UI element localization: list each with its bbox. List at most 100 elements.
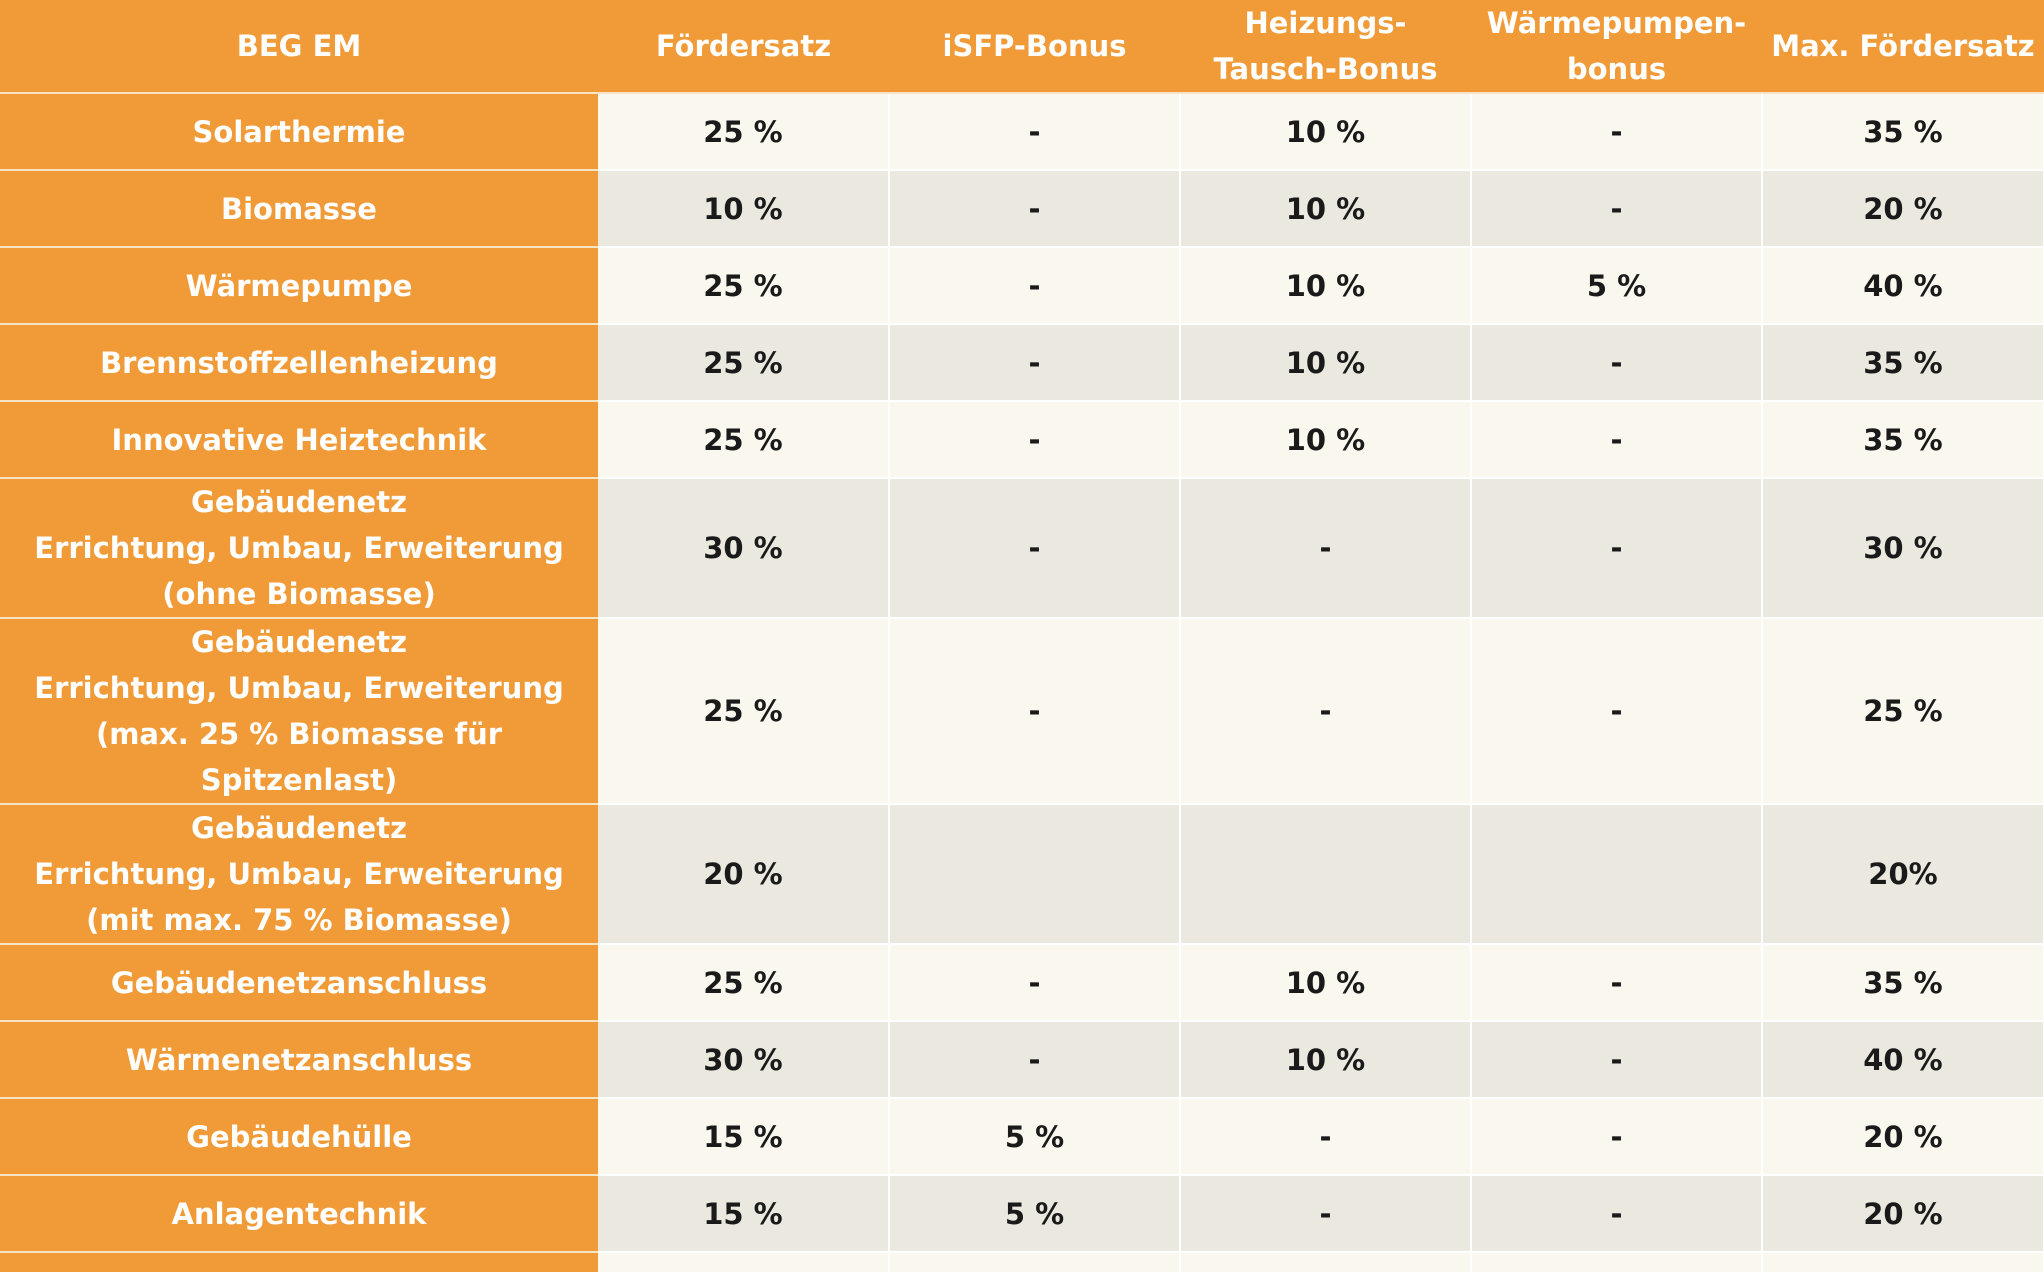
row-label: Innovative Heiztechnik [0, 401, 598, 479]
table-cell: 25 % [1762, 618, 2044, 805]
row-label: Gebäudenetz Errichtung, Umbau, Erweiterun… [0, 618, 598, 805]
table-cell: - [889, 1021, 1181, 1099]
table-cell: 40 % [1762, 247, 2044, 325]
header-row: BEG EM Fördersatz iSFP-Bonus Heizungs- Tausc… [0, 0, 2044, 94]
header-text: BEG EM [236, 29, 362, 63]
table-cell: 10 % [1180, 944, 1472, 1022]
header-text: Tausch-Bonus [1213, 52, 1438, 86]
table-cell: 20% [1762, 804, 2044, 945]
row-label-text: Gebäudenetz [191, 485, 407, 519]
table-row: Gebäudenetzanschluss 25 % -10 % -35 % [0, 944, 2044, 1022]
table-row: Anlagentechnik 15 % 5 % - -20 % [0, 1175, 2044, 1253]
table-row: Solarthermie 25 % -10 % -35 % [0, 93, 2044, 171]
row-label-text: Errichtung, Umbau, Erweiterung [34, 531, 564, 565]
table-cell: - [1180, 1098, 1472, 1176]
table-cell: 15 % [598, 1252, 890, 1272]
header-text: Fördersatz [655, 29, 832, 63]
table-cell: - [1471, 401, 1763, 479]
header-text: Heizungs- [1244, 6, 1407, 40]
table-cell: - [889, 618, 1181, 805]
table-cell: - [1471, 170, 1763, 248]
table-cell: - [889, 247, 1181, 325]
table-cell: - [889, 93, 1181, 171]
table-cell: 5 % [889, 1175, 1181, 1253]
table-cell: - [1180, 1175, 1472, 1253]
table-cell: 5 % [889, 1098, 1181, 1176]
row-label-text: Biomasse [221, 191, 377, 226]
table-row: Gebäudenetz Errichtung, Umbau, Erweiterun… [0, 618, 2044, 805]
row-label: Brennstoffzellenheizung [0, 324, 598, 402]
header-foerdersatz: Fördersatz [598, 0, 889, 94]
table-cell: 40 % [1762, 1021, 2044, 1099]
row-label-text: (mit max. 75 % Biomasse) [86, 903, 512, 937]
table-cell: - [1180, 1252, 1472, 1272]
table-cell: 5 % [1471, 247, 1763, 325]
table-cell [1471, 804, 1763, 945]
table-row: Wärmenetzanschluss 30 % -10 % -40 % [0, 1021, 2044, 1099]
table-cell: - [1471, 944, 1763, 1022]
table-row: Innovative Heiztechnik 25 % -10 % -35 % [0, 401, 2044, 479]
header-isfp-bonus: iSFP-Bonus [889, 0, 1180, 94]
table-cell: 30 % [598, 478, 890, 619]
header-text: Wärmepumpen- [1486, 6, 1747, 40]
table-row: Wärmepumpe 25 % -10 % 5 % 40 % [0, 247, 2044, 325]
table-cell: - [889, 401, 1181, 479]
row-label-text: Brennstoffzellenheizung [100, 345, 498, 380]
header-beg-em: BEG EM [0, 0, 598, 94]
table-cell: - [889, 478, 1181, 619]
header-text: bonus [1566, 52, 1667, 86]
table-cell: - [1180, 618, 1472, 805]
row-label-text: Solarthermie [192, 114, 406, 149]
table-cell: - [1471, 1175, 1763, 1253]
table-cell: 10 % [1180, 247, 1472, 325]
table-row: Gebäudehülle 15 % 5 % - -20 % [0, 1098, 2044, 1176]
table-cell: 35 % [1762, 401, 2044, 479]
table-cell: 25 % [598, 247, 890, 325]
table-cell: 10 % [1180, 170, 1472, 248]
header-text: iSFP-Bonus [942, 29, 1127, 63]
table-cell: - [1471, 1252, 1763, 1272]
row-label: Heizungsoptimierung [0, 1252, 598, 1272]
table-cell: 35 % [1762, 324, 2044, 402]
table-cell: 10 % [1180, 401, 1472, 479]
table-cell: - [889, 944, 1181, 1022]
table-header: BEG EM Fördersatz iSFP-Bonus Heizungs- Tausc… [0, 0, 2044, 94]
table-cell: 10 % [598, 170, 890, 248]
table-cell: - [1471, 324, 1763, 402]
row-label-text: Gebäudenetz [191, 625, 407, 659]
header-waermepumpenbonus: Wärmepumpen-bonus [1471, 0, 1762, 94]
table-cell: 20 % [1762, 1252, 2044, 1272]
table-cell: 10 % [1180, 324, 1472, 402]
row-label: Anlagentechnik [0, 1175, 598, 1253]
row-label: Wärmenetzanschluss [0, 1021, 598, 1099]
table-cell: 5 % [889, 1252, 1181, 1272]
table-cell: 35 % [1762, 93, 2044, 171]
row-label: Gebäudehülle [0, 1098, 598, 1176]
table-cell: - [1471, 618, 1763, 805]
table-cell: 35 % [1762, 944, 2044, 1022]
table-cell: - [1471, 93, 1763, 171]
table-cell: 30 % [1762, 478, 2044, 619]
table-cell: - [1471, 1021, 1763, 1099]
table-cell: 15 % [598, 1175, 890, 1253]
table-row: Gebäudenetz Errichtung, Umbau, Erweiterun… [0, 478, 2044, 619]
row-label-text: Gebäudehülle [186, 1119, 412, 1154]
table-cell: - [1180, 478, 1472, 619]
table-row: Heizungsoptimierung15 %5 %--20 % [0, 1252, 2044, 1272]
table-row: Brennstoffzellenheizung 25 % -10 % -35 % [0, 324, 2044, 402]
row-label-text: (ohne Biomasse) [162, 577, 436, 611]
row-label-text: Gebäudenetzanschluss [110, 965, 488, 1000]
table-row: Biomasse 10 % -10 % -20 % [0, 170, 2044, 248]
row-label: Gebäudenetz Errichtung, Umbau, Erweiterun… [0, 804, 598, 945]
table-cell: 20 % [1762, 170, 2044, 248]
table-row: Gebäudenetz Errichtung, Umbau, Erweiterun… [0, 804, 2044, 945]
table-cell: 10 % [1180, 93, 1472, 171]
table-cell: 25 % [598, 618, 890, 805]
table-cell: 20 % [1762, 1175, 2044, 1253]
row-label-text: Innovative Heiztechnik [111, 422, 487, 457]
table-cell [889, 804, 1181, 945]
row-label-text: Gebäudenetz [191, 811, 407, 845]
table-body: Solarthermie 25 % -10 % -35 % Biomasse 10 % -1… [0, 93, 2044, 1272]
table-cell: 20 % [1762, 1098, 2044, 1176]
